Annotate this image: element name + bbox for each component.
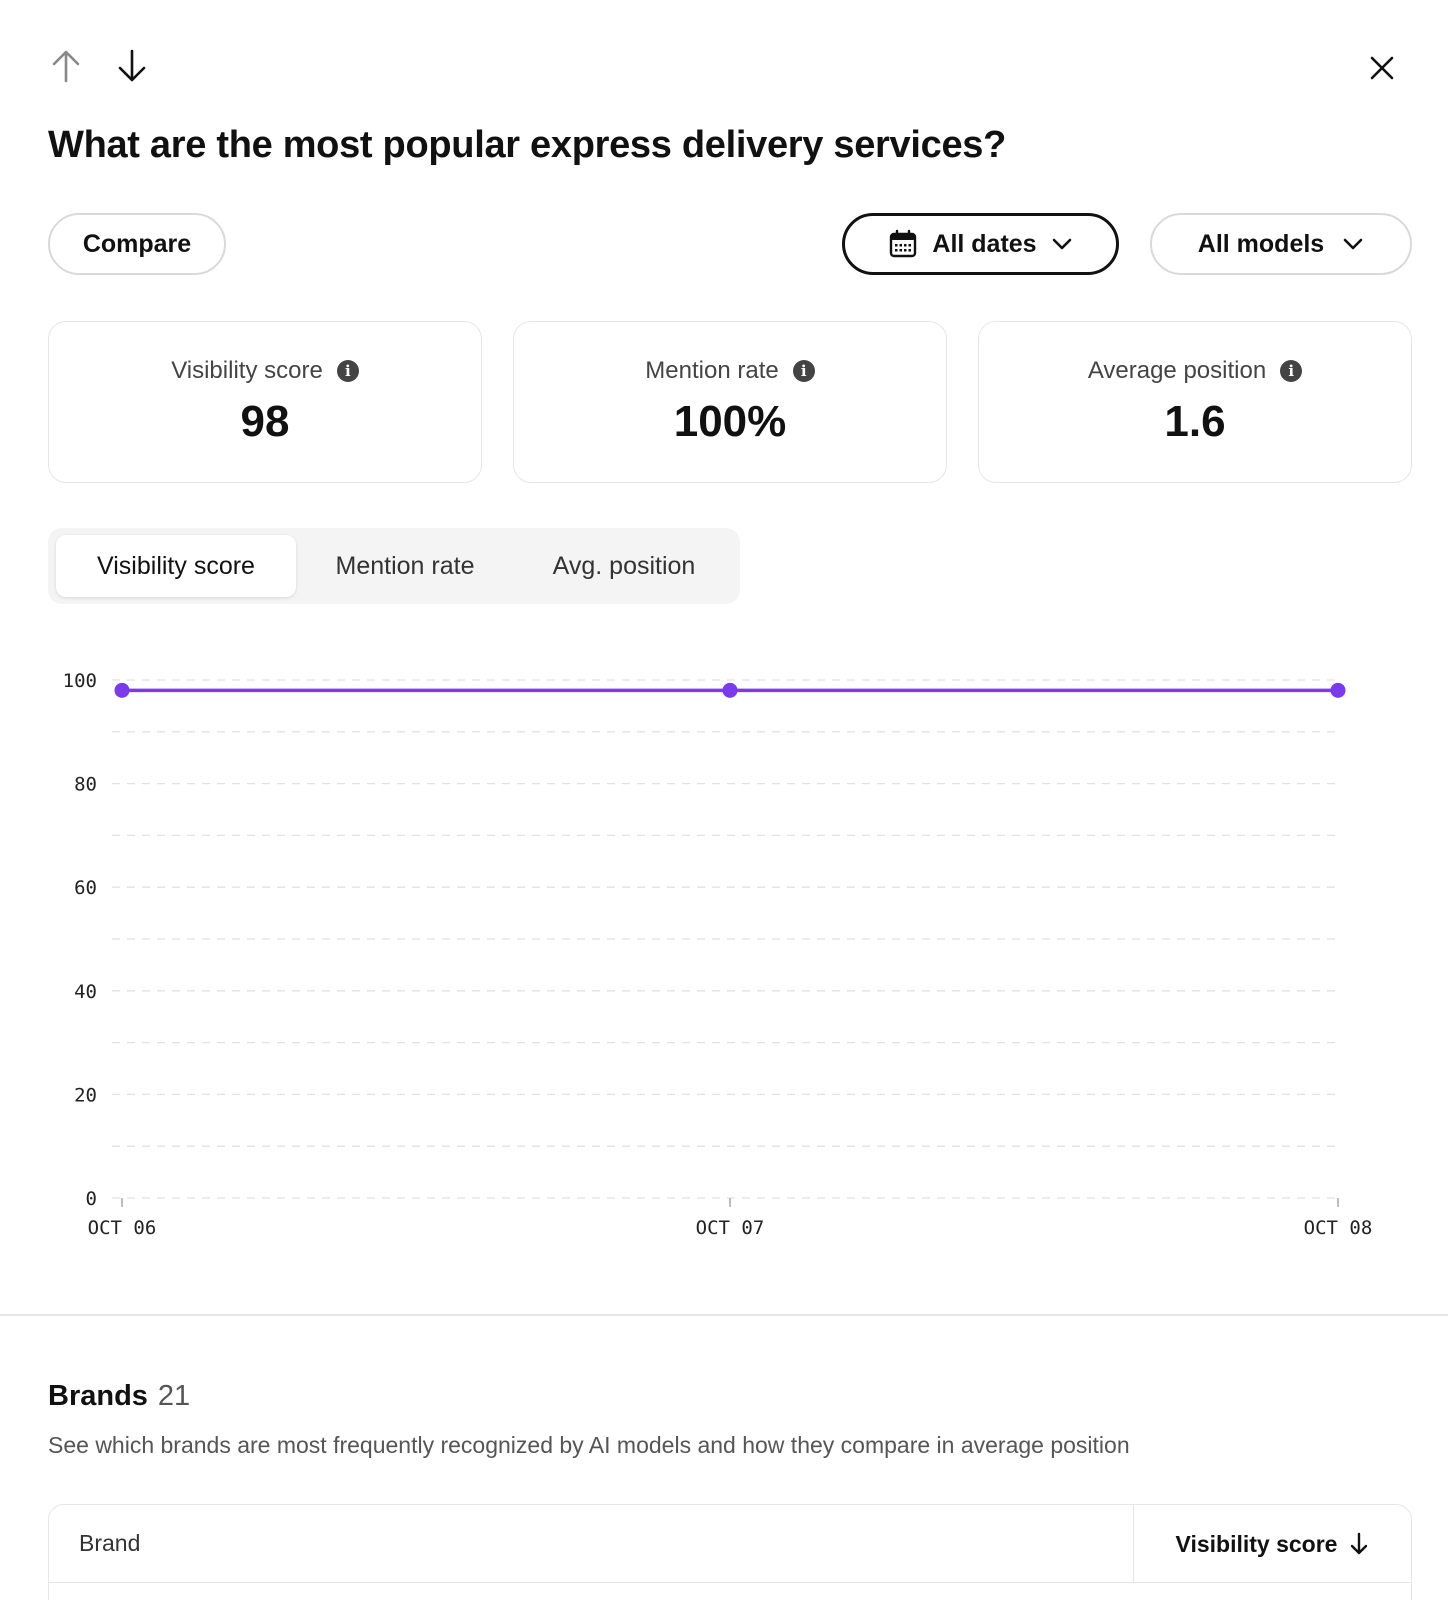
- data-point: [1330, 682, 1346, 698]
- chevron-down-icon: [1343, 238, 1363, 250]
- metric-label: Average position: [1087, 357, 1267, 384]
- y-tick-label: 80: [74, 774, 97, 796]
- close-button[interactable]: [1364, 50, 1400, 86]
- metric-value: 100%: [673, 397, 787, 446]
- arrow-up-icon: [52, 50, 80, 83]
- metric-value: 98: [240, 397, 290, 446]
- column-header-visibility-score[interactable]: Visibility score: [1133, 1505, 1411, 1583]
- chart-metric-tabs: Visibility score Mention rate Avg. posit…: [48, 528, 740, 604]
- sort-descending-icon: [1351, 1532, 1368, 1555]
- item-navigation: [48, 48, 150, 84]
- close-icon: [1370, 56, 1394, 80]
- brands-count: 21: [157, 1380, 191, 1412]
- arrow-down-icon: [118, 49, 146, 82]
- y-tick-label: 0: [86, 1188, 97, 1210]
- y-tick-label: 60: [74, 877, 97, 899]
- column-header-brand[interactable]: Brand: [79, 1530, 141, 1556]
- compare-button[interactable]: Compare: [48, 213, 226, 275]
- tab-visibility-score[interactable]: Visibility score: [56, 535, 296, 597]
- previous-button[interactable]: [48, 48, 84, 84]
- y-tick-label: 100: [63, 670, 97, 692]
- brands-heading: Brands 21: [48, 1380, 190, 1413]
- brands-table: Brand Visibility score: [48, 1504, 1412, 1600]
- average-position-card: Average position i 1.6: [978, 321, 1412, 483]
- visibility-score-card: Visibility score i 98: [48, 321, 482, 483]
- y-tick-label: 40: [74, 981, 97, 1003]
- metric-label-row: Visibility score i: [171, 357, 359, 385]
- metric-cards: Visibility score i 98 Mention rate i 100…: [48, 321, 1412, 483]
- next-button[interactable]: [114, 48, 150, 84]
- metric-label-row: Average position i: [1087, 357, 1303, 385]
- compare-label: Compare: [82, 229, 192, 258]
- mention-rate-card: Mention rate i 100%: [513, 321, 947, 483]
- x-tick-label: OCT 07: [696, 1217, 765, 1239]
- model-filter-dropdown[interactable]: All models: [1150, 213, 1412, 275]
- page-title: What are the most popular express delive…: [48, 124, 1007, 166]
- section-divider: [0, 1314, 1448, 1316]
- x-tick-label: OCT 06: [88, 1217, 157, 1239]
- tab-mention-rate[interactable]: Mention rate: [335, 551, 475, 580]
- y-tick-label: 20: [74, 1084, 97, 1106]
- date-filter-dropdown[interactable]: All dates: [842, 213, 1119, 275]
- info-icon[interactable]: i: [792, 360, 815, 382]
- info-icon[interactable]: i: [336, 360, 359, 382]
- chevron-down-icon: [1052, 238, 1071, 250]
- model-filter-label: All models: [1197, 229, 1325, 258]
- calendar-icon: [890, 229, 917, 258]
- visibility-line-chart: 0 20 40 60 80 100 OCT 06 OCT 07 OCT 08: [63, 670, 1373, 1239]
- metric-value: 1.6: [1164, 397, 1226, 446]
- column-header-label: Visibility score: [1175, 1530, 1338, 1557]
- x-tick-label: OCT 08: [1304, 1217, 1373, 1239]
- brands-description: See which brands are most frequently rec…: [48, 1432, 1130, 1458]
- date-filter-label: All dates: [932, 229, 1037, 258]
- info-icon[interactable]: i: [1280, 360, 1303, 382]
- table-header: Brand Visibility score: [49, 1505, 1411, 1583]
- tab-avg-position[interactable]: Avg. position: [552, 551, 696, 580]
- data-point: [114, 682, 130, 698]
- metric-label: Mention rate: [645, 357, 779, 384]
- brands-title: Brands: [48, 1380, 148, 1412]
- metric-label-row: Mention rate i: [645, 357, 815, 385]
- data-point: [722, 682, 738, 698]
- metric-label: Visibility score: [171, 357, 323, 384]
